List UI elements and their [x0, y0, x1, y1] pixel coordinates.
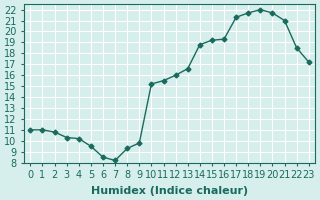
X-axis label: Humidex (Indice chaleur): Humidex (Indice chaleur)	[91, 186, 248, 196]
